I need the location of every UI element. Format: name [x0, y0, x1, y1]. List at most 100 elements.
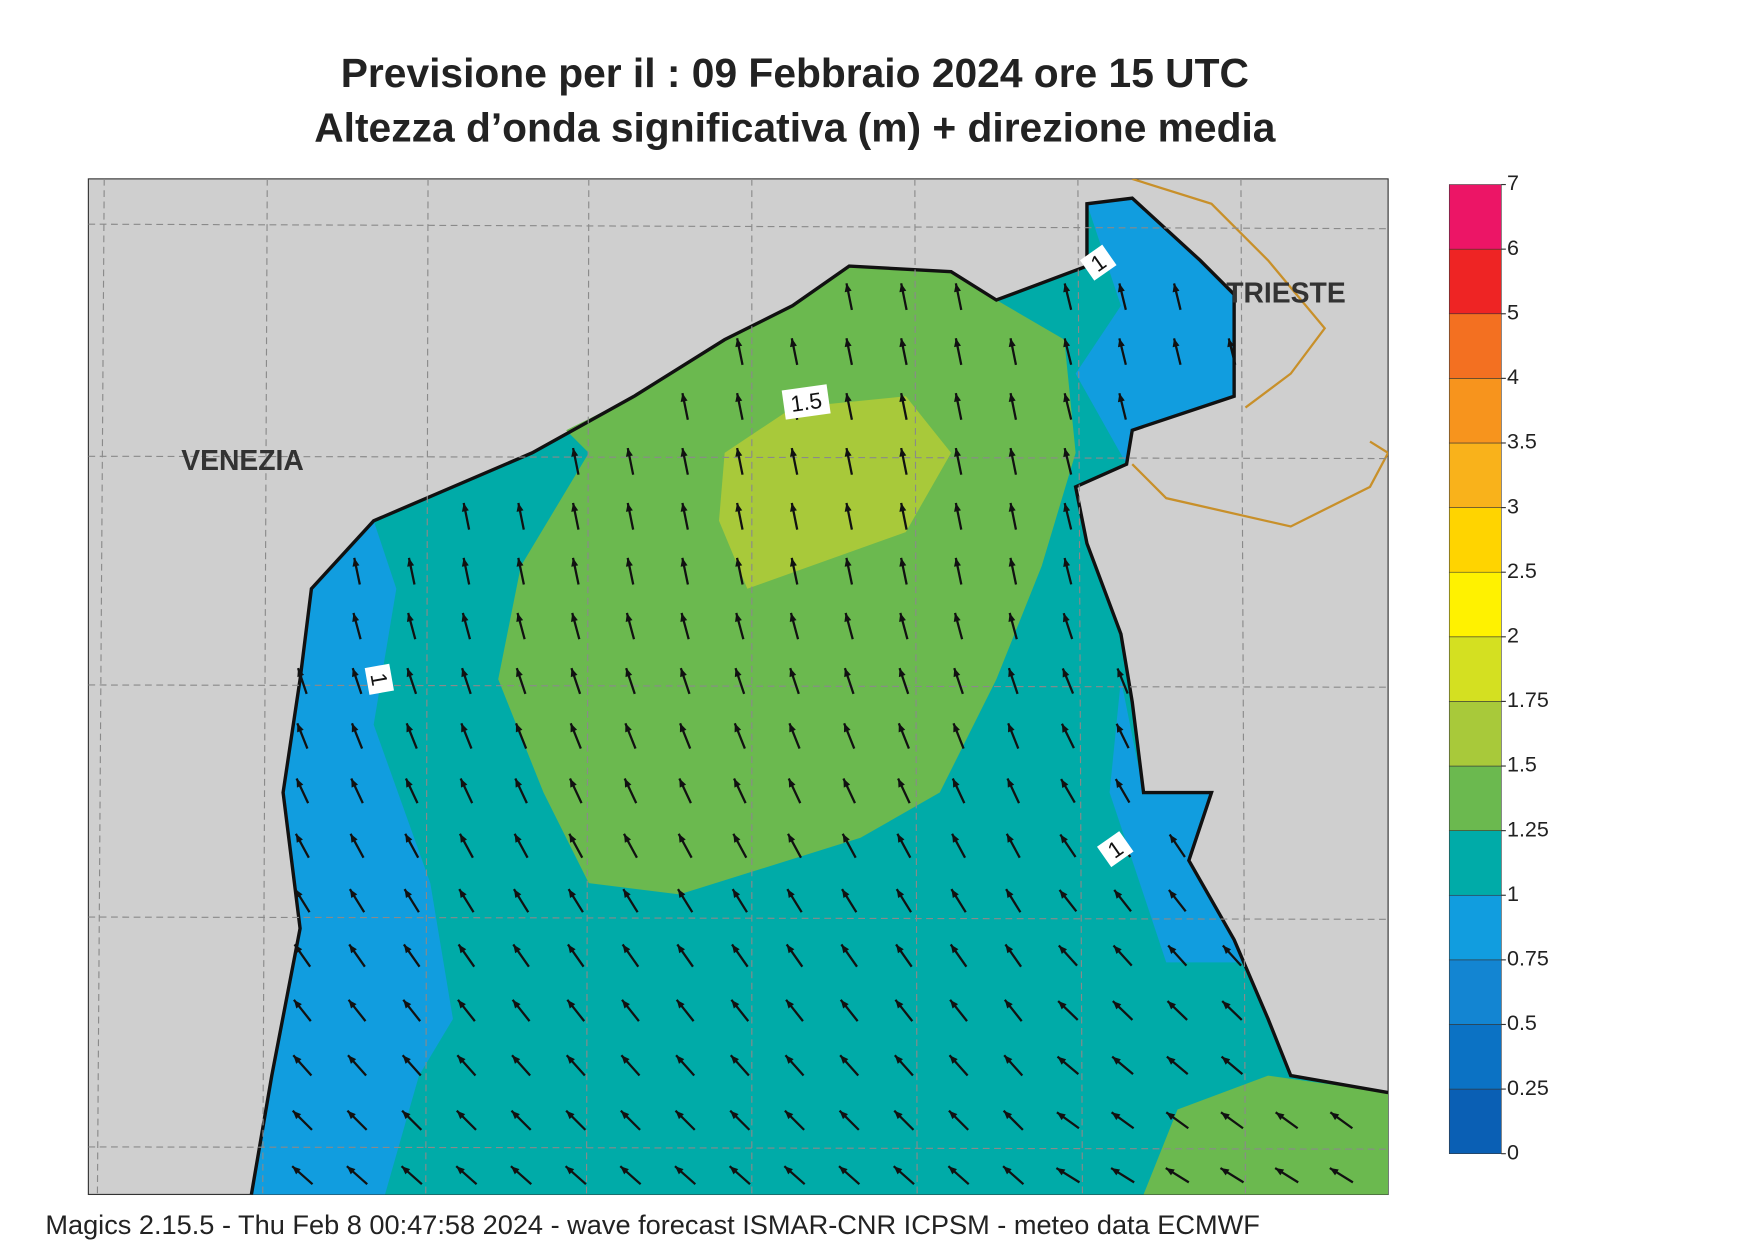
colorbar: 0 0.25 0.5 0.75 1 1.25 1.5 1.75 2 2.5 3 3.5 4 5 6 7: [1448, 171, 1549, 1164]
colorbar-band: [1448, 571, 1502, 638]
arrow-head: [677, 944, 686, 954]
arrow-head: [567, 944, 576, 954]
arrow-head: [731, 999, 740, 1009]
arrow-head: [953, 723, 960, 733]
colorbar-band: [1448, 1024, 1502, 1090]
arrow-head: [406, 668, 414, 678]
arrow-head: [1168, 889, 1177, 899]
arrow-head: [294, 944, 303, 954]
arrow-head: [406, 723, 414, 733]
arrow-head: [510, 1166, 520, 1175]
arrow-head: [844, 338, 852, 348]
arrow-head: [735, 502, 743, 512]
arrow-head: [789, 668, 797, 678]
colorbar-label: 4: [1507, 365, 1519, 389]
colorbar-label: 1.25: [1507, 817, 1549, 841]
arrow-head: [1060, 834, 1068, 844]
arrow-head: [625, 557, 633, 567]
arrow-head: [842, 833, 850, 843]
arrow-head: [621, 1055, 630, 1064]
arrow-head: [1227, 338, 1235, 348]
arrow-head: [1063, 558, 1071, 567]
arrow-head: [954, 502, 961, 512]
arrow-head: [623, 833, 632, 843]
arrow-head: [1058, 1001, 1067, 1010]
arrow-head: [950, 999, 959, 1009]
arrow-head: [567, 999, 576, 1009]
arrow-head: [295, 889, 303, 899]
arrow-head: [896, 944, 904, 954]
arrow-head: [788, 778, 796, 788]
arrow-head: [1063, 448, 1071, 458]
colorbar-label: 5: [1507, 300, 1519, 324]
arrow-head: [679, 723, 687, 733]
arrow-head: [788, 833, 796, 843]
colorbar-band: [1448, 830, 1502, 896]
arrow-head: [732, 889, 741, 899]
arrow-head: [789, 723, 796, 733]
arrow-head: [458, 944, 467, 954]
arrow-head: [515, 723, 523, 733]
arrow-head: [899, 612, 906, 622]
arrow-head: [899, 448, 907, 457]
colorbar-band: [1448, 765, 1502, 831]
arrow-head: [1059, 889, 1068, 899]
arrow-head: [676, 999, 685, 1009]
arrow-head: [842, 889, 850, 899]
arrow-head: [680, 502, 688, 512]
arrow-head: [622, 944, 631, 954]
arrow-head: [730, 1110, 739, 1120]
arrow-head: [511, 1110, 520, 1120]
arrow-head: [844, 393, 852, 403]
arrow-head: [680, 393, 688, 403]
arrow-head: [954, 338, 961, 348]
arrow-head: [1056, 1168, 1066, 1176]
arrow-head: [839, 1110, 848, 1120]
arrow-head: [786, 999, 795, 1009]
arrow-head: [1172, 283, 1180, 293]
arrow-head: [898, 778, 905, 788]
arrow-head: [624, 778, 632, 788]
arrow-head: [949, 1055, 958, 1064]
arrow-head: [620, 1166, 629, 1175]
contour-label: 1: [1080, 244, 1117, 281]
arrow-head: [512, 1055, 521, 1064]
arrow-head: [1063, 283, 1071, 293]
arrow-head: [571, 502, 579, 512]
arrow-head: [516, 612, 524, 622]
arrow-head: [790, 338, 797, 348]
colorbar-band: [1448, 894, 1502, 961]
subtitle: Altezza d’onda significativa (m) + direz…: [314, 105, 1276, 151]
arrow-head: [894, 1055, 904, 1064]
arrow-head: [1008, 557, 1016, 567]
arrow-head: [570, 723, 578, 733]
arrow-head: [1168, 945, 1177, 955]
arrow-head: [787, 889, 795, 899]
arrow-head: [566, 1110, 575, 1120]
arrow-head: [1063, 503, 1071, 513]
arrow-head: [735, 338, 743, 348]
arrow-head: [625, 668, 633, 678]
place-label: VENEZIA: [181, 444, 304, 476]
arrow-head: [1117, 338, 1125, 348]
colorbar-band: [1448, 378, 1502, 444]
border: [1131, 178, 1327, 409]
arrow-head: [461, 668, 469, 678]
arrow-head: [1111, 1168, 1121, 1176]
colorbar-label: 3.5: [1507, 430, 1537, 454]
arrow-head: [513, 889, 522, 899]
arrow-head: [735, 448, 743, 457]
colorbar-band: [1448, 959, 1502, 1025]
arrow-head: [570, 668, 578, 678]
colorbar-label: 1.5: [1507, 753, 1537, 777]
zone-low: [1109, 679, 1246, 963]
arrow-head: [403, 999, 412, 1009]
arrow-head: [514, 833, 522, 843]
arrow-head: [954, 283, 961, 293]
arrow-head: [292, 1166, 301, 1175]
arrow-head: [352, 668, 359, 678]
arrow-head: [1056, 1112, 1066, 1121]
arrow-head: [1112, 1056, 1121, 1065]
arrow-head: [406, 612, 414, 622]
arrow-head: [565, 1166, 575, 1175]
